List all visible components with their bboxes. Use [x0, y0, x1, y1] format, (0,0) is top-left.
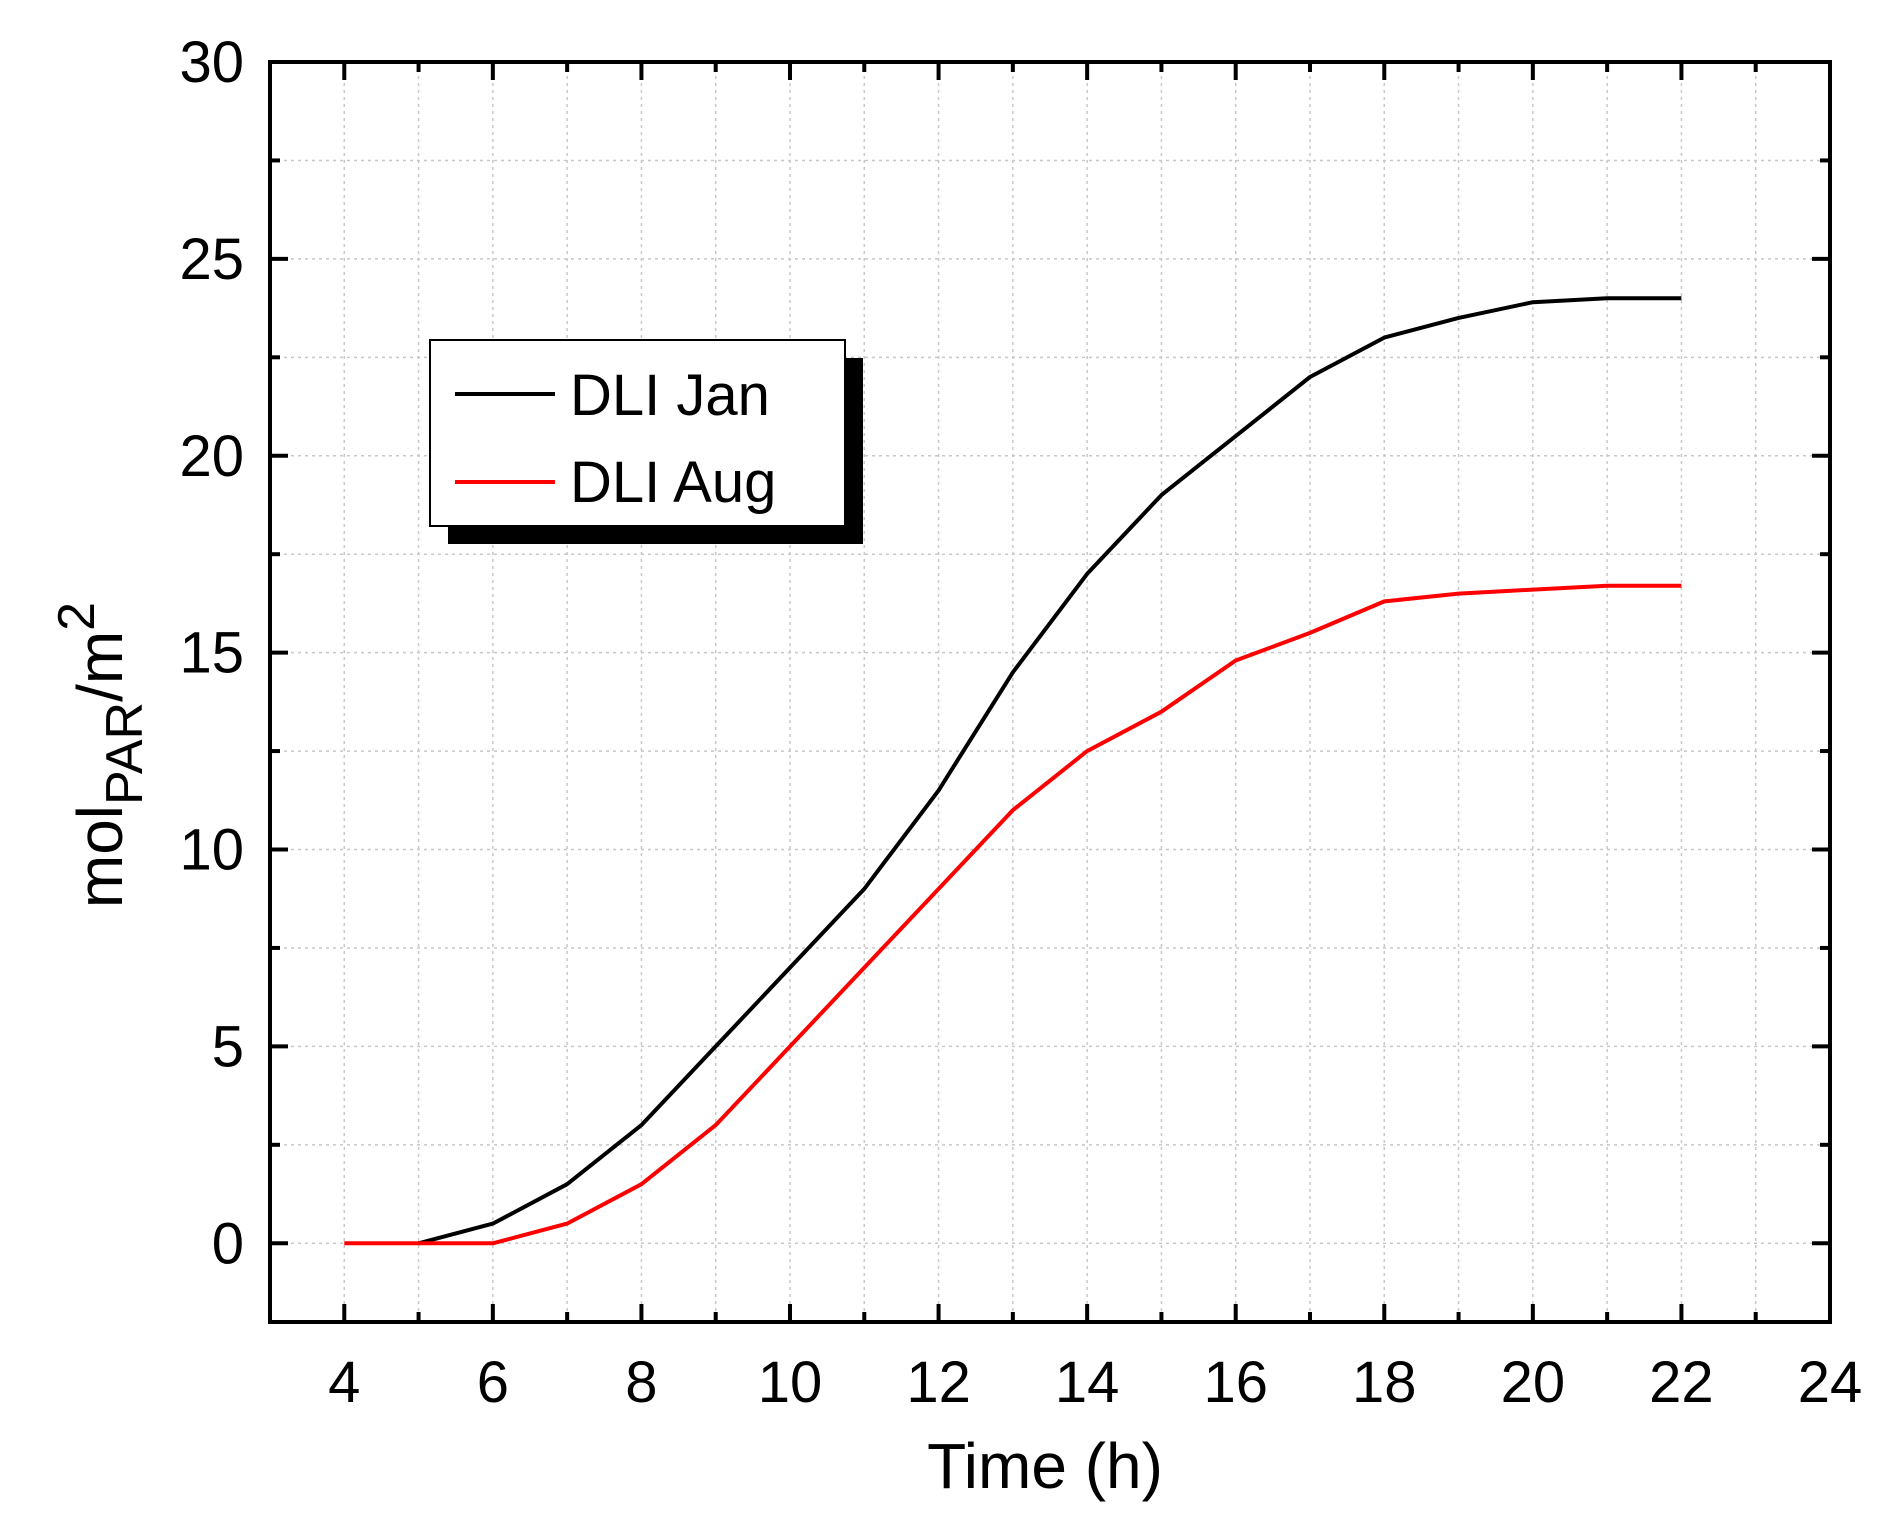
- x-axis-title: Time (h): [927, 1430, 1163, 1502]
- legend-box: [429, 339, 846, 527]
- x-tick-label: 8: [625, 1350, 657, 1415]
- y-tick-label: 20: [179, 424, 244, 489]
- y-tick-label: 30: [179, 30, 244, 95]
- grid: [269, 62, 1830, 1322]
- y-tick-label: 5: [212, 1014, 244, 1079]
- y-tick-label: 0: [212, 1211, 244, 1276]
- y-tick-label: 10: [179, 818, 244, 883]
- y-axis-title-sub: PAR: [96, 702, 154, 805]
- legend-label-aug: DLI Aug: [570, 450, 776, 515]
- x-tick-label: 20: [1501, 1350, 1566, 1415]
- y-axis-title: molPAR/m2: [48, 602, 154, 908]
- legend: DLI Jan DLI Aug: [429, 339, 863, 544]
- legend-label-jan: DLI Jan: [570, 363, 770, 428]
- plot-frame: [268, 60, 1832, 1324]
- x-tick-label: 16: [1203, 1350, 1268, 1415]
- x-tick-label: 6: [477, 1350, 509, 1415]
- tick-labels: 4 6 8 10 12 14 16 18 20 22 24 0 5 10 15 20 25 30: [179, 30, 1862, 1415]
- x-tick-label: 18: [1352, 1350, 1417, 1415]
- y-axis-title-rest: /m: [64, 631, 136, 702]
- ticks: [268, 60, 1832, 1322]
- x-tick-label: 10: [758, 1350, 823, 1415]
- x-tick-label: 14: [1055, 1350, 1120, 1415]
- x-tick-label: 24: [1798, 1350, 1863, 1415]
- y-axis-title-sup: 2: [48, 602, 106, 631]
- series-layer: [344, 296, 1682, 1246]
- series-line-dli-aug: [344, 583, 1682, 1246]
- y-axis-title-main: mol: [64, 805, 136, 908]
- x-tick-label: 12: [906, 1350, 971, 1415]
- y-tick-label: 15: [179, 621, 244, 686]
- series-line-dli-jan: [418, 296, 1682, 1246]
- y-tick-label: 25: [179, 227, 244, 292]
- x-tick-label: 22: [1649, 1350, 1714, 1415]
- x-tick-label: 4: [328, 1350, 360, 1415]
